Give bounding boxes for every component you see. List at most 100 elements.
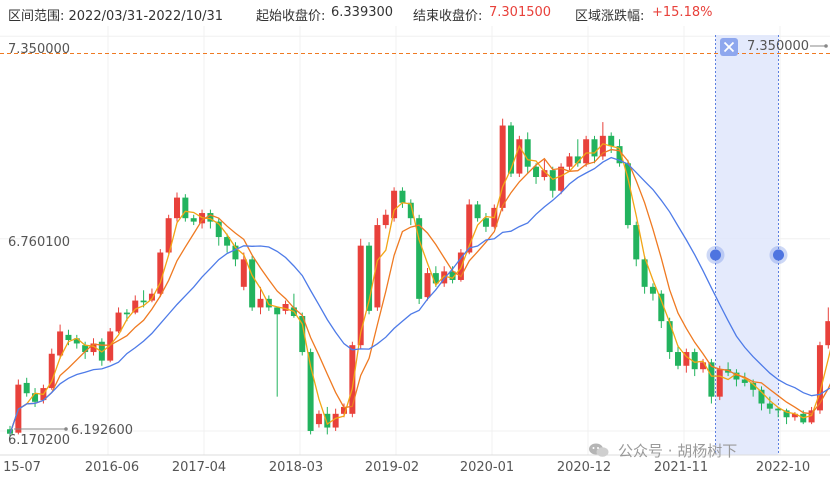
candle-body (741, 379, 748, 383)
candle-body (140, 300, 147, 303)
y-label-top: 7.350000 (8, 42, 70, 57)
candle-body (407, 202, 414, 219)
candle-body (240, 259, 247, 287)
candle-body (123, 312, 130, 315)
candle-body (249, 259, 256, 308)
candle-body (583, 139, 590, 164)
selection-handle[interactable] (773, 249, 784, 261)
candle-body (524, 139, 531, 167)
candle-body (675, 352, 681, 366)
candle-body (148, 293, 155, 301)
candle-body (566, 156, 573, 167)
candle-body (708, 362, 715, 397)
x-tick-label: 2020-12 (557, 460, 611, 475)
candle-body (441, 271, 448, 284)
min-marker-dot (64, 427, 68, 431)
candle-body (157, 252, 164, 294)
candle-body (282, 303, 289, 311)
candle-body (357, 245, 364, 346)
x-tick-label: 15-07 (3, 460, 41, 475)
ma-long-line (9, 156, 830, 434)
ma-short-line (9, 143, 830, 434)
candle-body (32, 393, 39, 402)
end-close-label: 结束收盘价: (413, 9, 483, 24)
start-close-value: 6.339300 (331, 5, 394, 20)
candle-body (641, 259, 648, 287)
candle-body (616, 146, 623, 164)
min-price-label: 6.192600 (71, 423, 133, 438)
chart-grid (0, 26, 830, 455)
candle-body (307, 352, 314, 431)
close-icon[interactable] (723, 41, 735, 53)
candle-body (808, 410, 815, 423)
candle-body (65, 334, 72, 341)
candle-body (499, 125, 506, 208)
candle-body (825, 321, 830, 346)
max-price-label: 7.350000 (747, 39, 809, 54)
selection-handles[interactable] (706, 246, 788, 264)
range-label: 区间范围: 2022/03/31-2022/10/31 (8, 9, 224, 24)
candle-body (516, 139, 523, 174)
x-tick-label: 2020-01 (460, 460, 514, 475)
candle-body (482, 218, 489, 227)
candle-body (182, 197, 189, 219)
candle-body (816, 345, 823, 411)
candle-body (174, 197, 180, 219)
candle-body (324, 413, 331, 428)
watermark-text: 公众号 · 胡杨树下 (618, 442, 738, 460)
candle-body (633, 225, 640, 260)
candle-body (374, 225, 381, 308)
ma-mid-line (9, 148, 830, 434)
candle-body (48, 353, 55, 389)
candle-body (299, 316, 306, 353)
candle-body (750, 382, 757, 390)
y-label-bottom: 6.170200 (8, 433, 70, 448)
x-tick-label: 2018-03 (269, 460, 323, 475)
min-price-marker: 6.192600 (14, 423, 133, 438)
candle-body (791, 413, 798, 418)
candle-body (366, 245, 373, 311)
candle-body (257, 298, 264, 308)
max-marker-dot (824, 44, 828, 48)
candle-body (332, 413, 339, 428)
candle-body (90, 343, 97, 353)
candle-body (349, 345, 356, 414)
candle-body (57, 331, 64, 356)
selection-region[interactable] (715, 35, 779, 455)
candle-body (783, 410, 790, 418)
candle-body (775, 408, 782, 411)
candle-body (416, 218, 423, 299)
candle-body (691, 352, 698, 370)
candle-body (399, 190, 406, 203)
candle-body (533, 166, 540, 178)
x-tick-label: 2019-02 (365, 460, 419, 475)
candle-body (474, 204, 481, 219)
x-tick-label: 2017-04 (172, 460, 226, 475)
candle-body (232, 245, 239, 260)
candle-body (341, 406, 347, 414)
candle-body (624, 163, 631, 226)
candle-body (716, 369, 723, 397)
candle-body (115, 312, 122, 332)
candle-body (608, 135, 615, 147)
selection-handle[interactable] (710, 249, 721, 261)
candle-body (591, 139, 598, 157)
candle-body (733, 372, 740, 380)
candle-body (382, 214, 389, 226)
candle-body (424, 273, 431, 298)
y-label-mid: 6.760100 (8, 235, 70, 250)
candle-body (649, 286, 656, 294)
selection-close-button[interactable] (720, 38, 738, 56)
candle-body (666, 321, 673, 353)
candle-body (766, 403, 773, 409)
candle-body (658, 293, 665, 322)
candle-body (7, 429, 13, 434)
candle-body (274, 307, 281, 315)
candle-body (315, 413, 322, 425)
candle-body (190, 218, 197, 222)
candle-body (224, 237, 231, 246)
x-tick-label: 2022-10 (756, 460, 810, 475)
candle-body (466, 204, 473, 253)
candle-body (574, 156, 581, 164)
